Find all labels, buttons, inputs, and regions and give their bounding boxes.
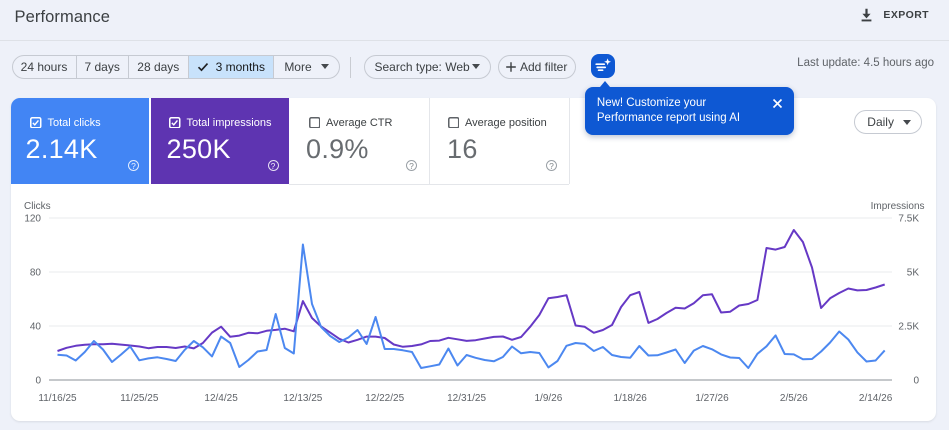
svg-text:Impressions: Impressions <box>871 201 925 212</box>
svg-text:5K: 5K <box>907 268 920 279</box>
svg-text:120: 120 <box>24 214 41 225</box>
svg-text:2.5K: 2.5K <box>898 322 919 333</box>
svg-text:80: 80 <box>30 268 42 279</box>
svg-text:12/13/25: 12/13/25 <box>283 393 322 404</box>
svg-text:2/14/26: 2/14/26 <box>859 393 893 404</box>
svg-text:12/4/25: 12/4/25 <box>204 393 238 404</box>
svg-text:11/25/25: 11/25/25 <box>120 393 159 404</box>
svg-text:1/18/26: 1/18/26 <box>614 393 648 404</box>
svg-text:7.5K: 7.5K <box>898 214 919 225</box>
svg-text:12/22/25: 12/22/25 <box>365 393 404 404</box>
svg-text:11/16/25: 11/16/25 <box>38 393 77 404</box>
svg-text:0: 0 <box>913 376 919 387</box>
svg-text:2/5/26: 2/5/26 <box>780 393 808 404</box>
svg-text:12/31/25: 12/31/25 <box>447 393 486 404</box>
svg-text:0: 0 <box>35 376 41 387</box>
svg-text:Clicks: Clicks <box>24 201 51 212</box>
svg-text:1/9/26: 1/9/26 <box>534 393 562 404</box>
svg-text:1/27/26: 1/27/26 <box>695 393 729 404</box>
svg-text:40: 40 <box>30 322 42 333</box>
